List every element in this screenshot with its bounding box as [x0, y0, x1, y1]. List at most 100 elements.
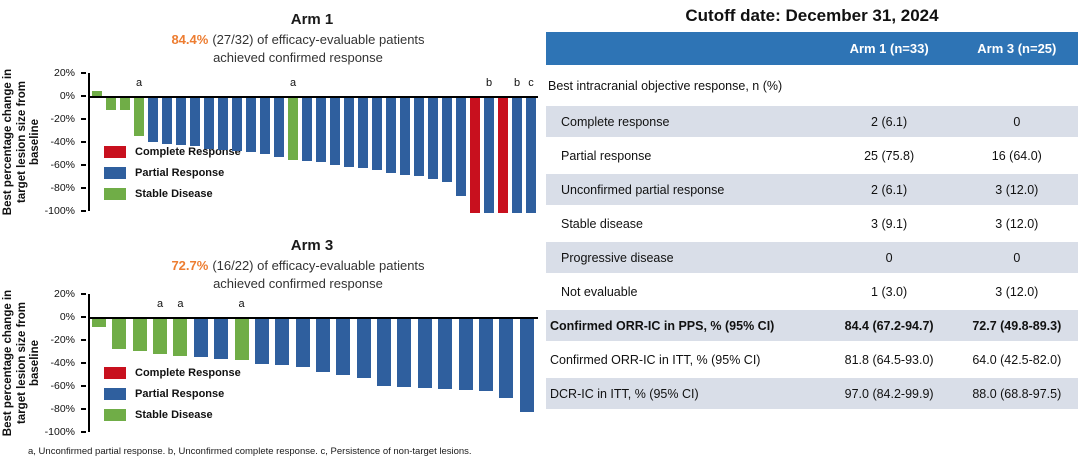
waterfall-bar [400, 98, 410, 176]
chart-headline: 84.4% (27/32) of efficacy-evaluable patie… [60, 32, 536, 47]
legend-color-swatch [104, 187, 126, 200]
y-tick-mark [81, 362, 86, 364]
waterfall-bar [484, 98, 494, 213]
arm1-value: 3 (9.1) [871, 216, 908, 231]
plot-area: Complete Response Partial Response Stable … [88, 294, 538, 432]
row-label: Complete response [561, 114, 670, 129]
bar-annotation: a [177, 298, 184, 310]
row-label: Progressive disease [561, 250, 674, 265]
legend-row: Partial Response [104, 387, 241, 400]
waterfall-bar [92, 91, 102, 96]
chart-headline-text: (27/32) of efficacy-evaluable patients [212, 32, 425, 47]
y-tick-mark [81, 431, 86, 433]
table-header-row: Arm 1 (n=33) Arm 3 (n=25) [546, 32, 1078, 67]
waterfall-bar [456, 98, 466, 196]
y-axis-ticks: 20% 0% -20% -40% -60% -80% -100% [0, 67, 86, 217]
table-row: Partial response 25 (75.8) 16 (64.0) [546, 139, 1078, 173]
legend-label: Complete Response [135, 145, 241, 158]
waterfall-bar [414, 98, 424, 177]
row-label: Confirmed ORR-IC in ITT, % (95% CI) [550, 352, 761, 367]
arm3-value: 0 [1013, 250, 1021, 265]
waterfall-bar [386, 98, 396, 173]
arm3-value: 16 (64.0) [991, 148, 1042, 163]
bar-annotation: a [289, 77, 297, 89]
table-row: DCR-IC in ITT, % (95% CI) 97.0 (84.2-99.9… [546, 376, 1078, 411]
arm3-value: 3 (12.0) [995, 182, 1039, 197]
waterfall-bar [260, 98, 270, 155]
table-title: Cutoff date: December 31, 2024 [685, 6, 939, 25]
legend-row: Complete Response [104, 145, 241, 158]
waterfall-bar [162, 98, 172, 144]
table-row: Unconfirmed partial response 2 (6.1) 3 (12… [546, 172, 1078, 207]
chart-legend: Complete Response Partial Response Stable … [104, 145, 241, 208]
zero-baseline [88, 317, 538, 319]
bar-annotation: b [485, 77, 493, 89]
table-column-header: Arm 3 (n=25) [955, 32, 1078, 67]
y-tick-mark [81, 210, 86, 212]
waterfall-bar [148, 98, 158, 142]
y-tick-label: -20% [50, 334, 75, 346]
row-label: Confirmed ORR-IC in PPS, % (95% CI) [550, 318, 775, 333]
waterfall-bar [316, 319, 330, 372]
y-tick-label: -80% [50, 182, 75, 194]
y-tick-label: -80% [50, 403, 75, 415]
y-tick-mark [81, 339, 86, 341]
waterfall-bar [499, 319, 514, 399]
response-rate-highlight: 72.7% [171, 258, 209, 273]
waterfall-bar [234, 319, 249, 361]
zero-baseline [88, 96, 538, 98]
plot-area: Complete Response Partial Response Stable … [88, 73, 538, 213]
y-tick-label: -20% [50, 113, 75, 125]
chart-headline-line2: achieved confirmed response [213, 276, 383, 291]
waterfall-bar [526, 98, 536, 213]
table-row: Confirmed ORR-IC in ITT, % (95% CI) 81.8 … [546, 343, 1078, 377]
table-row: Complete response 2 (6.1) 0 [546, 104, 1078, 139]
waterfall-bar [336, 319, 351, 376]
chart-headline: 72.7% (16/22) of efficacy-evaluable patie… [60, 258, 536, 273]
waterfall-bar [302, 98, 312, 162]
waterfall-bar [372, 98, 382, 171]
y-tick-mark [81, 293, 86, 295]
waterfall-bar [377, 319, 392, 386]
legend-label: Stable Disease [135, 187, 213, 200]
y-tick-label: 20% [53, 288, 75, 300]
chart-headline-line2: achieved confirmed response [213, 50, 383, 65]
legend-row: Partial Response [104, 166, 241, 179]
y-tick-mark [81, 95, 86, 97]
bar-annotation: a [238, 298, 245, 310]
y-tick-mark [81, 385, 86, 387]
legend-label: Partial Response [135, 387, 225, 400]
row-label: Stable disease [561, 216, 644, 231]
table-column-header [546, 32, 823, 67]
legend-label: Complete Response [135, 366, 241, 379]
table-body: Best intracranial objective response, n … [546, 67, 1078, 411]
legend-label: Stable Disease [135, 408, 213, 421]
arm1-value: 0 [885, 250, 893, 265]
y-axis-ticks: 20% 0% -20% -40% -60% -80% -100% [0, 288, 86, 438]
waterfall-bar [232, 98, 242, 151]
waterfall-bar [470, 98, 480, 213]
waterfall-bar [358, 98, 368, 169]
legend-row: Stable Disease [104, 187, 241, 200]
results-table: Arm 1 (n=33) Arm 3 (n=25) Best intracrani… [546, 32, 1078, 412]
waterfall-bar [478, 319, 493, 392]
table-row: Not evaluable 1 (3.0) 3 (12.0) [546, 275, 1078, 309]
arm1-value: 84.4 (67.2-94.7) [844, 318, 934, 333]
y-tick-label: -40% [50, 357, 75, 369]
waterfall-bar [193, 319, 208, 357]
arm1-value: 2 (6.1) [871, 114, 908, 129]
y-tick-label: 0% [59, 90, 75, 102]
y-tick-mark [81, 118, 86, 120]
legend-color-swatch [104, 408, 126, 421]
waterfall-bar [397, 319, 412, 387]
waterfall-bar [134, 98, 144, 136]
waterfall-bar [458, 319, 473, 391]
arm3-value: 64.0 (42.5-82.0) [972, 352, 1062, 367]
chart-title: Arm 3 [290, 237, 334, 254]
legend-color-swatch [104, 145, 126, 158]
waterfall-bar [173, 319, 188, 356]
bar-annotation: c [528, 77, 534, 89]
waterfall-bar [254, 319, 269, 364]
y-tick-mark [81, 72, 86, 74]
